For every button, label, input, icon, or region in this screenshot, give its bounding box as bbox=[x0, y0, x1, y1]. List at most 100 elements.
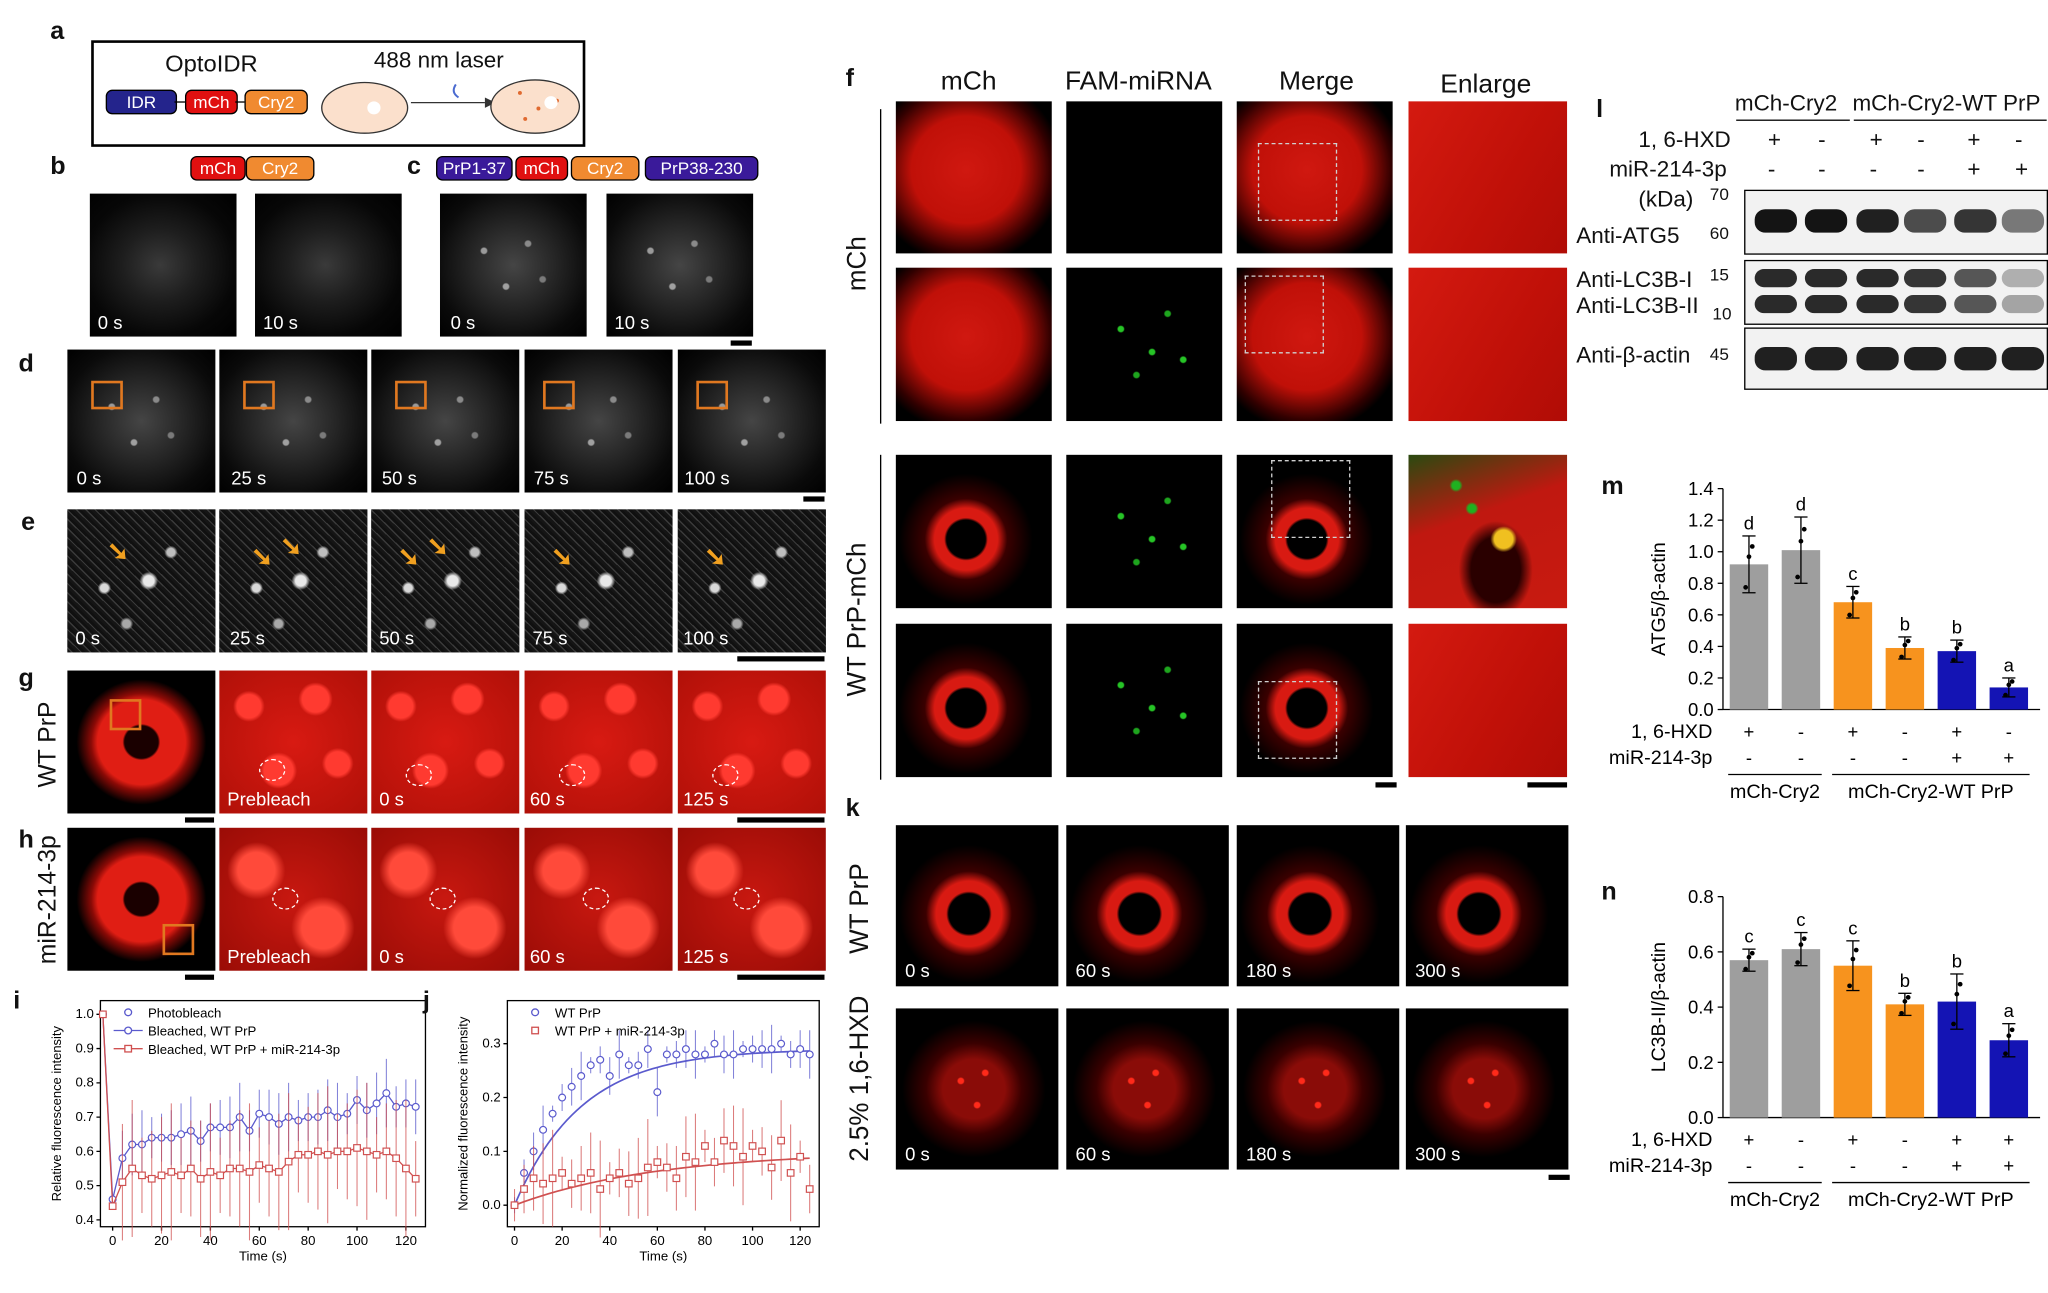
plot-frame bbox=[506, 999, 820, 1228]
x-axis-label: Time (s) bbox=[639, 1249, 687, 1264]
micrograph: 60 s bbox=[524, 670, 673, 814]
hxd-sign: - bbox=[2014, 127, 2023, 153]
y-tick-label: 0.4 bbox=[1688, 636, 1714, 657]
bleach-roi bbox=[405, 764, 433, 787]
data-point bbox=[206, 1168, 215, 1176]
micrograph: 0 s bbox=[895, 825, 1059, 987]
marker-60: 60 bbox=[1709, 223, 1729, 244]
bar bbox=[1833, 602, 1873, 710]
micrograph: 25 s bbox=[219, 349, 368, 493]
arrow-icon: ➘ bbox=[107, 537, 130, 567]
x-tick-label: 100 bbox=[346, 1233, 368, 1248]
data-point bbox=[567, 1179, 576, 1188]
panel-label-j: j bbox=[422, 987, 430, 1015]
nucleus bbox=[367, 101, 381, 115]
micrograph bbox=[67, 827, 216, 971]
replicate-point bbox=[1957, 641, 1963, 647]
hxd-sign: - bbox=[1798, 721, 1804, 742]
data-point bbox=[605, 1072, 614, 1080]
y-axis-label: ATG5/β-actin bbox=[1648, 542, 1670, 656]
row-bracket bbox=[879, 454, 882, 780]
group-label-mch-cry2: mCh-Cry2 bbox=[1734, 90, 1838, 116]
condensate-dot bbox=[536, 106, 541, 111]
significance-letter: d bbox=[1796, 494, 1806, 515]
marker-10: 10 bbox=[1712, 304, 1732, 324]
scale-bar bbox=[737, 656, 825, 662]
timestamp: 125 s bbox=[683, 788, 729, 810]
hxd-sign: - bbox=[2006, 721, 2012, 742]
mir-sign: - bbox=[1917, 157, 1925, 182]
data-point bbox=[691, 1050, 700, 1059]
micrograph bbox=[1066, 101, 1223, 254]
replicate-point bbox=[2009, 1027, 2015, 1033]
micrograph bbox=[895, 267, 1052, 422]
mir-sign: - bbox=[1798, 1155, 1804, 1176]
data-point bbox=[265, 1113, 274, 1122]
micrograph: 60 s bbox=[524, 827, 673, 971]
legend-label: Photobleach bbox=[148, 1006, 221, 1021]
panel-label-f: f bbox=[845, 64, 854, 93]
group-underline bbox=[1736, 119, 1850, 121]
cry2-domain: Cry2 bbox=[244, 89, 308, 115]
micrograph: 10 s bbox=[255, 193, 402, 337]
timestamp: 50 s bbox=[381, 467, 417, 489]
arrow-icon: ➘ bbox=[397, 543, 420, 572]
timestamp: 25 s bbox=[231, 467, 267, 489]
data-point bbox=[681, 1045, 690, 1054]
blot-band bbox=[1754, 209, 1797, 233]
y-tick-label: 0.2 bbox=[482, 1090, 500, 1105]
y-tick-label: 0.5 bbox=[75, 1178, 93, 1193]
marker-45: 45 bbox=[1709, 344, 1729, 364]
micrograph bbox=[1408, 267, 1568, 422]
cry2-domain: Cry2 bbox=[570, 155, 640, 181]
roi-box bbox=[109, 699, 142, 731]
significance-letter: c bbox=[1848, 917, 1857, 938]
data-point bbox=[548, 1174, 557, 1183]
mir-sign: - bbox=[1746, 747, 1752, 768]
data-point bbox=[662, 1050, 671, 1059]
micrograph bbox=[895, 101, 1052, 254]
data-point bbox=[520, 1185, 528, 1193]
data-point bbox=[643, 1163, 652, 1172]
timestamp: 60 s bbox=[1075, 960, 1111, 982]
zoom-box bbox=[1244, 275, 1324, 354]
data-point bbox=[691, 1158, 700, 1166]
data-point bbox=[353, 1144, 361, 1152]
replicate-point bbox=[1743, 585, 1749, 590]
timestamp: 125 s bbox=[683, 946, 729, 967]
cry2-domain: Cry2 bbox=[245, 155, 315, 181]
mir-sign: - bbox=[1850, 747, 1856, 768]
blot-band bbox=[1754, 268, 1797, 288]
group-label: mCh-Cry2-WT PrP bbox=[1848, 1189, 2014, 1211]
roi-box bbox=[243, 380, 275, 410]
blot-band bbox=[1804, 268, 1848, 288]
data-point bbox=[196, 1174, 205, 1183]
panel-label-n: n bbox=[1601, 878, 1617, 906]
timestamp: 25 s bbox=[229, 627, 265, 649]
significance-letter: b bbox=[1900, 970, 1910, 991]
replicate-point bbox=[1746, 954, 1752, 960]
micrograph bbox=[895, 623, 1052, 778]
scale-bar bbox=[1375, 782, 1397, 788]
y-tick-label: 1.2 bbox=[1688, 510, 1714, 531]
data-point bbox=[118, 1178, 127, 1187]
replicate-point bbox=[1902, 999, 1908, 1004]
micrograph: 300 s bbox=[1405, 825, 1569, 987]
data-point bbox=[786, 1169, 795, 1177]
panel-label-h: h bbox=[18, 826, 34, 854]
data-point bbox=[710, 1039, 719, 1048]
data-point bbox=[138, 1171, 146, 1180]
timestamp: 0 s bbox=[75, 627, 101, 649]
data-point bbox=[729, 1050, 738, 1059]
data-point bbox=[605, 1174, 614, 1183]
data-point bbox=[235, 1164, 244, 1173]
group-label: mCh-Cry2 bbox=[1730, 781, 1820, 803]
data-point bbox=[128, 1164, 137, 1173]
data-point bbox=[304, 1150, 313, 1159]
data-point bbox=[216, 1123, 225, 1132]
blot-band bbox=[1856, 346, 1899, 371]
x-tick-label: 120 bbox=[395, 1233, 417, 1248]
blot-band bbox=[1754, 294, 1797, 314]
data-point bbox=[216, 1171, 225, 1180]
data-point bbox=[719, 1050, 729, 1059]
